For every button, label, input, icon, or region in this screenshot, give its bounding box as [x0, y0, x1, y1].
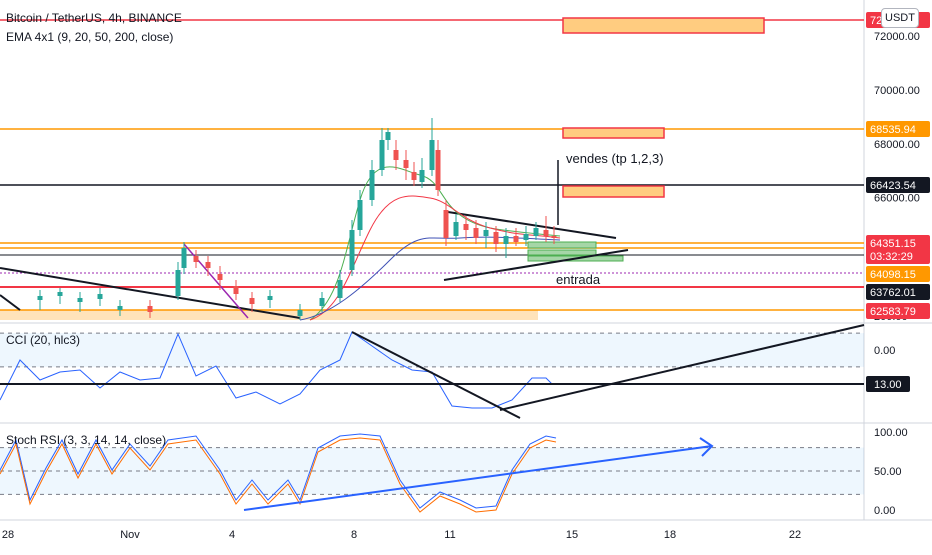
cci-band [0, 333, 864, 367]
time-axis-tick: 28 [2, 529, 14, 541]
candle-body [523, 234, 529, 240]
sell-target-box-1 [562, 17, 765, 34]
cci-trend-down [351, 331, 521, 419]
stoch-axis-tick: 100.00 [874, 427, 908, 439]
price-label-text: 64351.15 [870, 238, 916, 250]
time-axis-tick: 4 [229, 529, 235, 541]
price-label-bg [866, 284, 930, 300]
buy-zone-2 [527, 249, 597, 256]
triangle-lower [443, 249, 629, 281]
ema-20-line [309, 195, 561, 321]
price-axis-tick: 72000.00 [874, 31, 920, 43]
candle-body [349, 230, 355, 270]
stoch-axis-tick: 0.00 [874, 505, 895, 517]
time-axis-tick: Nov [120, 529, 140, 541]
candle-body [493, 232, 499, 244]
candle-body [233, 286, 239, 294]
candle-body [463, 224, 469, 230]
annotation-vendes: vendes (tp 1,2,3) [566, 151, 664, 166]
price-label-text: 03:32:29 [870, 251, 913, 263]
candle-body [217, 274, 223, 280]
time-axis-tick: 8 [351, 529, 357, 541]
candle-body [419, 170, 425, 182]
candle-body [435, 150, 441, 190]
cci-trend-up [499, 324, 865, 411]
candle-body [483, 230, 489, 236]
candle-body [357, 200, 363, 230]
candle-body [533, 228, 539, 236]
stoch-axis-tick: 50.00 [874, 466, 902, 478]
candle-body [181, 248, 187, 268]
candle-body [403, 160, 409, 168]
price-label-bg [866, 248, 930, 264]
price-label-text: 62583.79 [870, 306, 916, 318]
price-label-bg [866, 266, 930, 282]
candle-body [543, 230, 549, 236]
candle-body [117, 306, 123, 310]
candle-body [147, 306, 153, 312]
candle-body [393, 150, 399, 160]
candle-body [379, 140, 385, 170]
candle-body [337, 280, 343, 298]
candle-body [205, 262, 211, 268]
candle-body [443, 210, 449, 238]
price-label-text: 68535.94 [870, 124, 916, 136]
price-label-text: 63762.01 [870, 287, 916, 299]
cci-axis-tick: 0.00 [874, 345, 895, 357]
price-label-bg [866, 235, 930, 251]
candle-body [453, 222, 459, 236]
price-axis-tick: 66000.00 [874, 193, 920, 205]
sell-target-box-2 [562, 127, 665, 139]
triangle-upper [447, 211, 617, 239]
price-label-text: 66423.54 [870, 180, 916, 192]
price-label-text: 64098.15 [870, 269, 916, 281]
candle-body [97, 294, 103, 299]
candle-body [473, 228, 479, 238]
candle-body [77, 298, 83, 302]
time-axis-tick: 22 [789, 529, 801, 541]
candle-body [369, 170, 375, 200]
stoch-rsi-legend: Stoch RSI (3, 3, 14, 14, close) [6, 433, 167, 447]
time-axis-tick: 15 [566, 529, 578, 541]
candle-body [319, 298, 325, 306]
price-label-bg [866, 303, 930, 319]
price-label-bg [866, 121, 930, 137]
cci-value-text: 13.00 [874, 379, 902, 391]
sell-target-box-3 [562, 185, 665, 198]
price-axis-tick: 68000.00 [874, 139, 920, 151]
stoch-d-line [0, 437, 557, 513]
stoch-k-line [0, 433, 557, 509]
candle-body [503, 236, 509, 244]
candle-body [513, 236, 519, 242]
cci-value-bg [866, 376, 910, 392]
support-zone [0, 310, 538, 320]
buy-zone-1 [527, 241, 597, 249]
trend-line-short [0, 294, 21, 311]
currency-button[interactable]: USDT [881, 8, 919, 28]
stoch-arrow-head [699, 437, 714, 457]
time-axis-tick: 11 [444, 529, 455, 541]
candle-body [551, 236, 557, 238]
price-axis-tick: 70000.00 [874, 85, 920, 97]
candle-body [411, 172, 417, 180]
candle-body [193, 256, 199, 262]
cci-legend: CCI (20, hlc3) [6, 333, 81, 347]
ema-legend: EMA 4x1 (9, 20, 50, 200, close) [6, 30, 174, 44]
candle-body [175, 270, 181, 296]
trend-line-down [0, 267, 301, 319]
candle-body [429, 140, 435, 170]
candle-body [267, 296, 273, 300]
candle-body [297, 310, 303, 316]
candle-body [57, 292, 63, 296]
annotation-entrada: entrada [556, 272, 601, 287]
candle-body [249, 298, 255, 304]
price-label-bg [866, 177, 930, 193]
symbol-legend: Bitcoin / TetherUS, 4h, BINANCE [6, 11, 182, 25]
time-axis-tick: 18 [664, 529, 676, 541]
candle-body [385, 132, 391, 140]
candle-body [37, 296, 43, 300]
stoch-trend-arrow [243, 445, 713, 511]
